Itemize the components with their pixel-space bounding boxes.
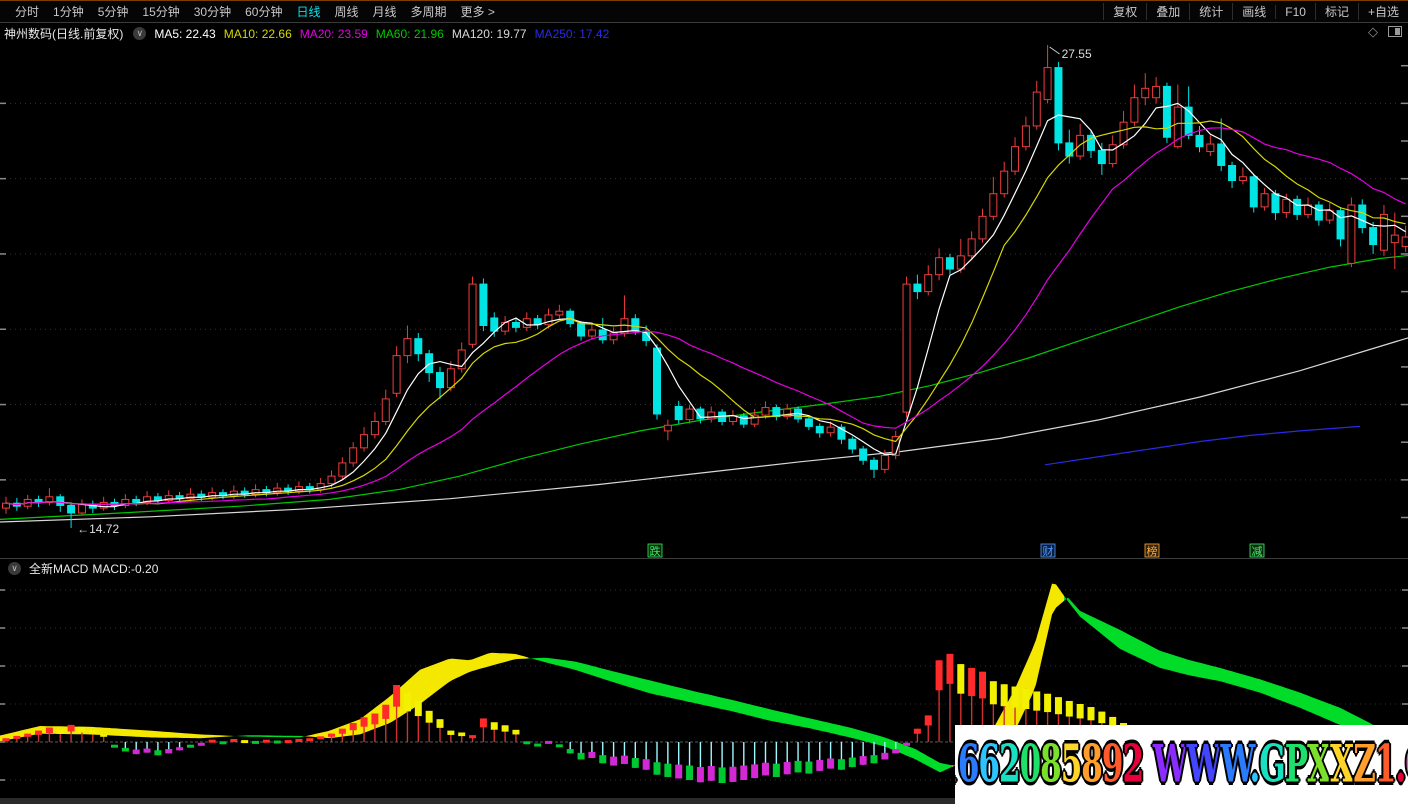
macd-chart[interactable]: [0, 578, 1408, 798]
ma-value-labels: MA5: 22.43 MA10: 22.66 MA20: 23.59 MA60: 21…: [154, 27, 617, 41]
main-candlestick-chart[interactable]: 27.55 ←14.72 跌 财 榜 减: [0, 43, 1408, 558]
diamond-icon[interactable]: ◇: [1368, 24, 1378, 39]
period-menu-bar: 分时 1分钟 5分钟 15分钟 30分钟 60分钟 日线 周线 月线 多周期 更多 > 复权 叠加 统计…: [0, 0, 1408, 23]
ma-label-3: MA60: 21.96: [375, 26, 444, 41]
split-panel-icon[interactable]: [1388, 26, 1402, 37]
chart-info-bar: 神州数码(日线.前复权) ∨ MA5: 22.43 MA10: 22.66 MA20…: [0, 24, 1408, 43]
toolbar-button-0[interactable]: 复权: [1103, 3, 1146, 20]
indicator-value: MACD:-0.20: [92, 561, 159, 576]
period-tab-3[interactable]: 15分钟: [142, 5, 180, 19]
svg-text:←14.72: ←14.72: [77, 522, 119, 536]
indicator-name: 全新MACD: [29, 562, 89, 576]
period-tab-8[interactable]: 月线: [372, 5, 397, 19]
bottom-edge-strip: [0, 798, 1408, 804]
period-tab-0[interactable]: 分时: [15, 5, 40, 19]
toolbar-button-1[interactable]: 叠加: [1146, 3, 1189, 20]
period-tab-1[interactable]: 1分钟: [53, 5, 84, 19]
macd-panel-header: ∨ 全新MACD MACD:-0.20: [0, 558, 1408, 578]
period-tab-7[interactable]: 周线: [334, 5, 359, 19]
period-tabs: 分时 1分钟 5分钟 15分钟 30分钟 60分钟 日线 周线 月线 多周期 更多 >: [0, 3, 502, 20]
period-tab-10[interactable]: 更多 >: [460, 5, 495, 19]
chart-corner-icons: ◇: [1368, 25, 1402, 38]
ma-label-1: MA10: 22.66: [223, 26, 292, 41]
svg-text:榜: 榜: [1147, 544, 1158, 558]
chevron-down-icon[interactable]: ∨: [8, 562, 21, 575]
svg-text:减: 减: [1252, 545, 1263, 558]
toolbar-button-2[interactable]: 统计: [1189, 3, 1232, 20]
watermark-banner: QQ:1662085892 WWW.GPXXZ1.COM: [955, 725, 1408, 804]
period-tab-5[interactable]: 60分钟: [245, 5, 283, 19]
toolbar-button-4[interactable]: F10: [1275, 4, 1315, 19]
ma-label-4: MA120: 19.77: [451, 26, 527, 41]
chevron-down-icon[interactable]: ∨: [133, 27, 147, 40]
period-tab-2[interactable]: 5分钟: [97, 5, 129, 19]
svg-text:27.55: 27.55: [1062, 47, 1092, 61]
symbol-title: 神州数码(日线.前复权): [4, 27, 124, 41]
period-tab-6[interactable]: 日线: [296, 5, 321, 19]
ma-label-2: MA20: 23.59: [299, 26, 368, 41]
toolbar-button-6[interactable]: +自选: [1357, 3, 1408, 20]
watermark-text: QQ:1662085892 WWW.GPXXZ1.COM: [955, 734, 1408, 795]
toolbar-buttons: 复权 叠加 统计 画线 F10 标记 +自选: [1103, 3, 1408, 20]
period-tab-9[interactable]: 多周期: [410, 5, 447, 19]
toolbar-button-3[interactable]: 画线: [1232, 3, 1275, 20]
svg-text:跌: 跌: [650, 544, 661, 558]
ma-label-0: MA5: 22.43: [154, 26, 216, 41]
toolbar-button-5[interactable]: 标记: [1314, 3, 1358, 20]
ma-label-5: MA250: 17.42: [534, 26, 610, 41]
svg-text:财: 财: [1043, 544, 1054, 558]
period-tab-4[interactable]: 30分钟: [193, 5, 232, 19]
